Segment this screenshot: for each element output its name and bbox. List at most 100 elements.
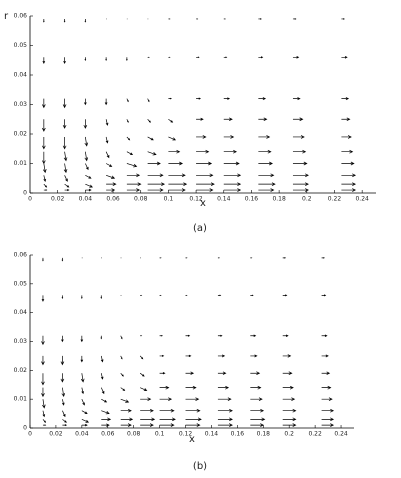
vector-arrow — [105, 136, 109, 144]
y-tick-label: 0.04 — [14, 309, 28, 316]
vector-arrow — [168, 161, 184, 166]
vector-arrow — [140, 387, 148, 391]
vector-arrow — [223, 56, 228, 59]
vector-arrow — [81, 399, 85, 406]
vector-arrow — [196, 182, 215, 186]
vector-arrow — [41, 373, 45, 386]
vector-arrow — [321, 423, 335, 427]
vector-arrow — [106, 174, 116, 180]
vector-arrow — [81, 419, 90, 423]
vector-arrow — [60, 373, 65, 383]
vector-arrow — [159, 423, 175, 427]
x-tick-label: 0.2 — [284, 431, 294, 438]
vector-arrow — [106, 188, 116, 192]
vector-arrow — [80, 335, 84, 343]
vector-arrow — [321, 397, 333, 401]
vector-arrow — [139, 355, 144, 360]
vector-arrow — [42, 57, 46, 64]
vector-arrow — [185, 334, 191, 337]
vector-arrow — [42, 151, 46, 165]
vector-arrow — [61, 387, 66, 398]
y-tick-label: 0.02 — [14, 131, 28, 138]
y-tick-label: 0.06 — [14, 252, 28, 259]
vector-arrow — [104, 98, 108, 106]
vector-arrow — [258, 135, 271, 139]
x-tick-label: 0.16 — [245, 196, 259, 203]
vector-arrow — [217, 408, 233, 413]
vector-arrow — [105, 151, 110, 159]
vector-arrow — [61, 257, 64, 262]
vector-arrow — [120, 335, 123, 340]
vector-arrow — [321, 371, 331, 375]
vector-arrow — [147, 136, 154, 141]
vector-arrow — [126, 98, 129, 103]
vector-arrow — [120, 387, 126, 391]
x-tick-label: 0 — [28, 196, 32, 203]
vector-arrow — [258, 173, 275, 178]
vector-arrow — [341, 161, 355, 166]
vector-arrow — [64, 189, 70, 192]
vector-arrow — [217, 417, 233, 422]
vector-arrow — [217, 371, 227, 375]
vector-arrow — [292, 117, 304, 122]
caption: (a) — [193, 223, 207, 234]
vector-arrow — [64, 183, 70, 188]
vector-arrow — [80, 373, 85, 383]
x-tick-label: 0.1 — [164, 196, 174, 203]
x-tick-label: 0.2 — [302, 196, 312, 203]
vector-arrow — [282, 257, 287, 259]
vector-arrow — [250, 417, 266, 422]
y-tick-label: 0.01 — [14, 396, 28, 403]
vector-arrow — [42, 98, 46, 109]
x-tick-label: 0.08 — [134, 196, 148, 203]
vector-arrow — [185, 385, 197, 390]
y-tick-label: 0.01 — [14, 160, 28, 167]
vector-arrow — [223, 161, 240, 166]
vector-arrow — [223, 182, 242, 186]
vector-arrow — [217, 397, 232, 401]
plot: 0 0.02 0.04 0.06 0.08 0.1 0.12 0.14 0.16 0.18 0.2 0… — [4, 11, 376, 234]
vector-arrow — [41, 355, 45, 366]
vector-arrow — [168, 182, 188, 186]
vector-arrow — [168, 97, 172, 100]
vector-arrow — [147, 173, 164, 178]
x-tick-label: 0.24 — [334, 431, 348, 438]
vector-arrow — [63, 151, 68, 162]
vector-arrow — [64, 175, 68, 182]
vector-arrow — [84, 98, 87, 106]
vector-arrow — [42, 419, 47, 423]
vector-arrow — [217, 334, 223, 337]
vector-arrow — [321, 334, 328, 337]
vector-arrow — [258, 117, 268, 122]
vector-arrow — [168, 136, 177, 141]
vector-arrow — [43, 175, 47, 182]
vector-arrow — [292, 135, 305, 139]
vector-arrow — [81, 423, 88, 427]
vector-arrow — [43, 18, 45, 23]
vector-arrow — [168, 118, 174, 123]
vector-arrow — [282, 417, 297, 422]
vector-arrow — [168, 188, 186, 192]
vector-arrow — [321, 417, 335, 422]
vector-arrow — [321, 257, 325, 259]
vector-arrow — [341, 149, 354, 154]
vector-arrow — [223, 188, 242, 192]
vector-arrow — [81, 295, 83, 300]
vector-arrow — [250, 334, 257, 337]
vector-arrow — [159, 371, 166, 375]
vector-arrow — [196, 188, 214, 192]
x-axis-title: x — [189, 434, 195, 445]
vector-arrow — [223, 117, 233, 122]
x-tick-label: 0.22 — [308, 431, 322, 438]
vector-arrow — [196, 173, 214, 178]
vector-arrow — [292, 182, 309, 186]
vector-arrow — [63, 163, 68, 174]
vector-arrow — [42, 119, 46, 132]
vector-arrow — [60, 355, 65, 366]
vector-arrow — [250, 397, 263, 401]
vector-arrow — [250, 294, 254, 297]
vector-arrow — [41, 335, 45, 346]
vector-arrow — [185, 371, 195, 375]
vector-arrow — [321, 408, 335, 413]
vector-arrow — [168, 173, 186, 178]
